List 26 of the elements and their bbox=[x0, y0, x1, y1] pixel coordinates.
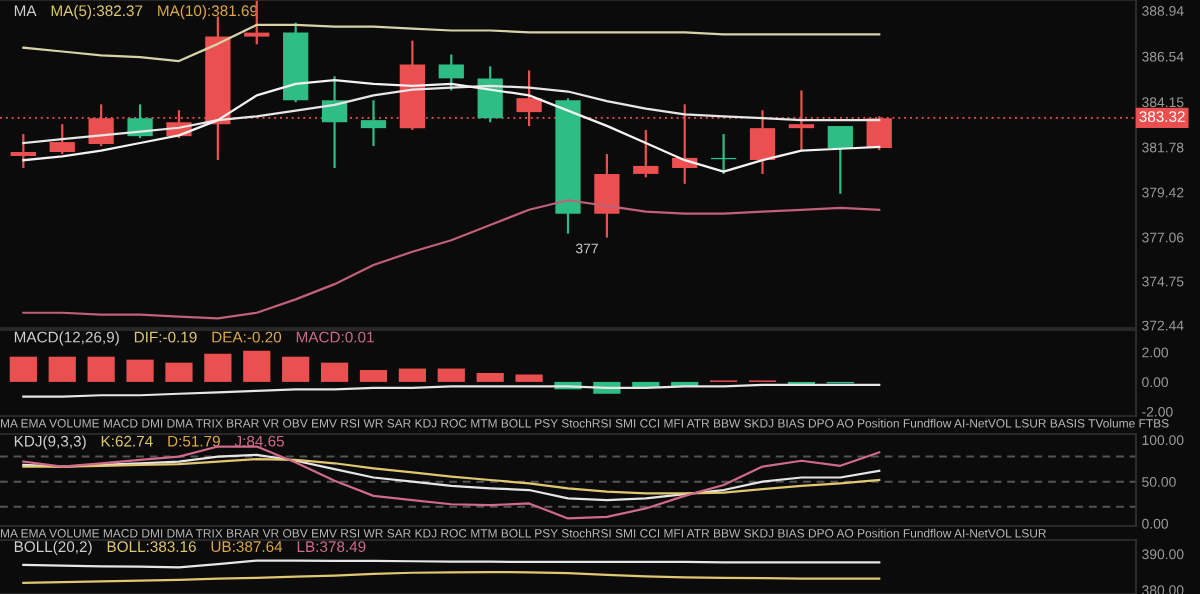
bar bbox=[437, 368, 465, 382]
bar bbox=[165, 362, 193, 382]
bar bbox=[204, 353, 232, 382]
line-series bbox=[22, 457, 881, 495]
bar bbox=[398, 368, 426, 382]
bar bbox=[126, 359, 154, 382]
candlestick bbox=[749, 109, 776, 176]
candlestick bbox=[633, 128, 659, 179]
bar bbox=[476, 373, 504, 382]
bar bbox=[359, 370, 388, 382]
bar bbox=[320, 362, 349, 382]
bar bbox=[243, 350, 271, 382]
bar bbox=[9, 356, 37, 382]
line-series bbox=[22, 23, 881, 63]
bar bbox=[282, 356, 310, 382]
candlestick bbox=[438, 53, 464, 92]
line-series bbox=[22, 453, 881, 502]
candlestick bbox=[360, 99, 387, 148]
bar bbox=[515, 374, 543, 382]
candlestick bbox=[827, 124, 853, 195]
line-series bbox=[22, 78, 881, 173]
candlestick bbox=[49, 123, 75, 156]
candlestick bbox=[10, 132, 36, 170]
bar bbox=[48, 356, 76, 382]
candlestick bbox=[594, 152, 620, 239]
bar bbox=[87, 356, 115, 382]
